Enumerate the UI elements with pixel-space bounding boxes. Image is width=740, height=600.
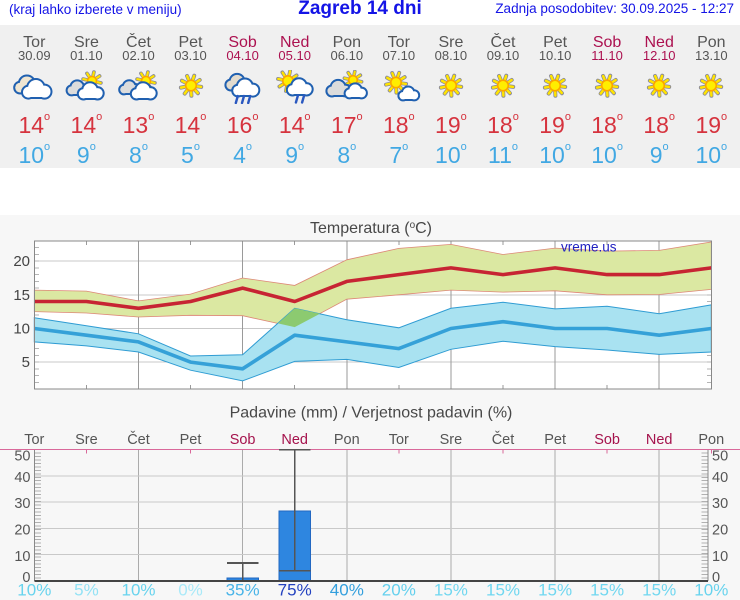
svg-text:Pet: Pet — [544, 432, 566, 448]
svg-text:15%: 15% — [590, 581, 624, 600]
svg-text:15: 15 — [13, 287, 30, 304]
svg-text:Sre: Sre — [440, 432, 463, 448]
svg-text:15%: 15% — [642, 581, 676, 600]
svg-text:Tor: Tor — [389, 432, 409, 448]
svg-text:Ned: Ned — [281, 432, 308, 448]
svg-text:40%: 40% — [330, 581, 364, 600]
svg-text:Sre: Sre — [75, 432, 98, 448]
svg-text:30: 30 — [14, 496, 30, 512]
svg-text:50: 50 — [14, 449, 30, 465]
svg-text:20: 20 — [712, 523, 728, 539]
svg-text:0: 0 — [22, 570, 30, 586]
svg-text:Tor: Tor — [24, 432, 44, 448]
svg-text:10: 10 — [14, 549, 30, 565]
svg-text:Pet: Pet — [180, 432, 202, 448]
svg-text:10%: 10% — [17, 581, 51, 600]
svg-text:vreme.us: vreme.us — [561, 240, 617, 255]
svg-text:10%: 10% — [694, 581, 728, 600]
svg-text:15%: 15% — [434, 581, 468, 600]
svg-text:Pon: Pon — [698, 432, 724, 448]
svg-text:Ned: Ned — [646, 432, 673, 448]
svg-text:0%: 0% — [178, 581, 203, 600]
svg-text:Čet: Čet — [492, 431, 515, 448]
svg-text:50: 50 — [712, 449, 728, 465]
svg-text:10%: 10% — [121, 581, 155, 600]
svg-text:20: 20 — [14, 523, 30, 539]
svg-text:Sob: Sob — [230, 432, 256, 448]
svg-text:15%: 15% — [486, 581, 520, 600]
svg-text:5: 5 — [22, 354, 30, 371]
svg-text:20%: 20% — [382, 581, 416, 600]
svg-text:Sob: Sob — [594, 432, 620, 448]
svg-text:10: 10 — [13, 321, 30, 338]
svg-text:75%: 75% — [278, 581, 312, 600]
svg-text:0: 0 — [712, 570, 720, 586]
svg-text:Padavine (mm) / Verjetnost pad: Padavine (mm) / Verjetnost padavin (%) — [230, 404, 513, 421]
svg-text:Čet: Čet — [127, 431, 150, 448]
svg-text:5%: 5% — [74, 581, 99, 600]
svg-text:Pon: Pon — [334, 432, 360, 448]
svg-text:30: 30 — [712, 496, 728, 512]
svg-text:10: 10 — [712, 549, 728, 565]
svg-text:35%: 35% — [226, 581, 260, 600]
svg-text:20: 20 — [13, 253, 30, 270]
svg-text:40: 40 — [14, 470, 30, 486]
svg-text:Temperatura (oC): Temperatura (oC) — [310, 220, 432, 237]
svg-text:15%: 15% — [538, 581, 572, 600]
svg-text:40: 40 — [712, 470, 728, 486]
